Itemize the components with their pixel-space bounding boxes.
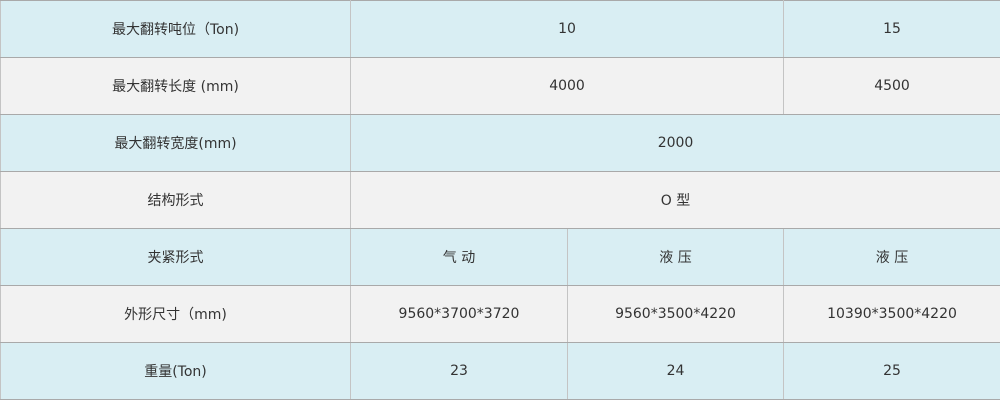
table-row: 最大翻转吨位（Ton) 10 15: [0, 0, 1000, 58]
row-label: 重量(Ton): [0, 342, 351, 400]
table-cell: 15: [783, 0, 1000, 58]
table-cell: 9560*3500*4220: [566, 285, 785, 343]
row-label: 最大翻转长度 (mm): [0, 57, 351, 115]
table-cell: 10390*3500*4220: [783, 285, 1000, 343]
table-row: 最大翻转长度 (mm) 4000 4500: [0, 57, 1000, 115]
row-label: 最大翻转宽度(mm): [0, 114, 351, 172]
table-cell: 25: [783, 342, 1000, 400]
table-cell: 液 压: [566, 228, 785, 286]
table-row: 重量(Ton) 23 24 25: [0, 342, 1000, 400]
table-cell: 气 动: [350, 228, 568, 286]
table-row: 最大翻转宽度(mm) 2000: [0, 114, 1000, 172]
table-row: 外形尺寸（mm) 9560*3700*3720 9560*3500*4220 1…: [0, 285, 1000, 343]
table-cell: 24: [566, 342, 785, 400]
table-cell: 23: [350, 342, 568, 400]
table-cell: 10: [349, 0, 785, 58]
table-row: 夹紧形式 气 动 液 压 液 压: [0, 228, 1000, 286]
table-cell: 2000: [349, 114, 1000, 172]
row-label: 最大翻转吨位（Ton): [0, 0, 351, 58]
table-cell: 9560*3700*3720: [350, 285, 568, 343]
row-label: 外形尺寸（mm): [0, 285, 351, 343]
table-cell: 4500: [783, 57, 1000, 115]
table-cell: 4000: [349, 57, 785, 115]
row-label: 结构形式: [0, 171, 351, 229]
row-label: 夹紧形式: [0, 228, 351, 286]
table-cell: 液 压: [783, 228, 1000, 286]
table-cell: O 型: [349, 171, 1000, 229]
table-row: 结构形式 O 型: [0, 171, 1000, 229]
